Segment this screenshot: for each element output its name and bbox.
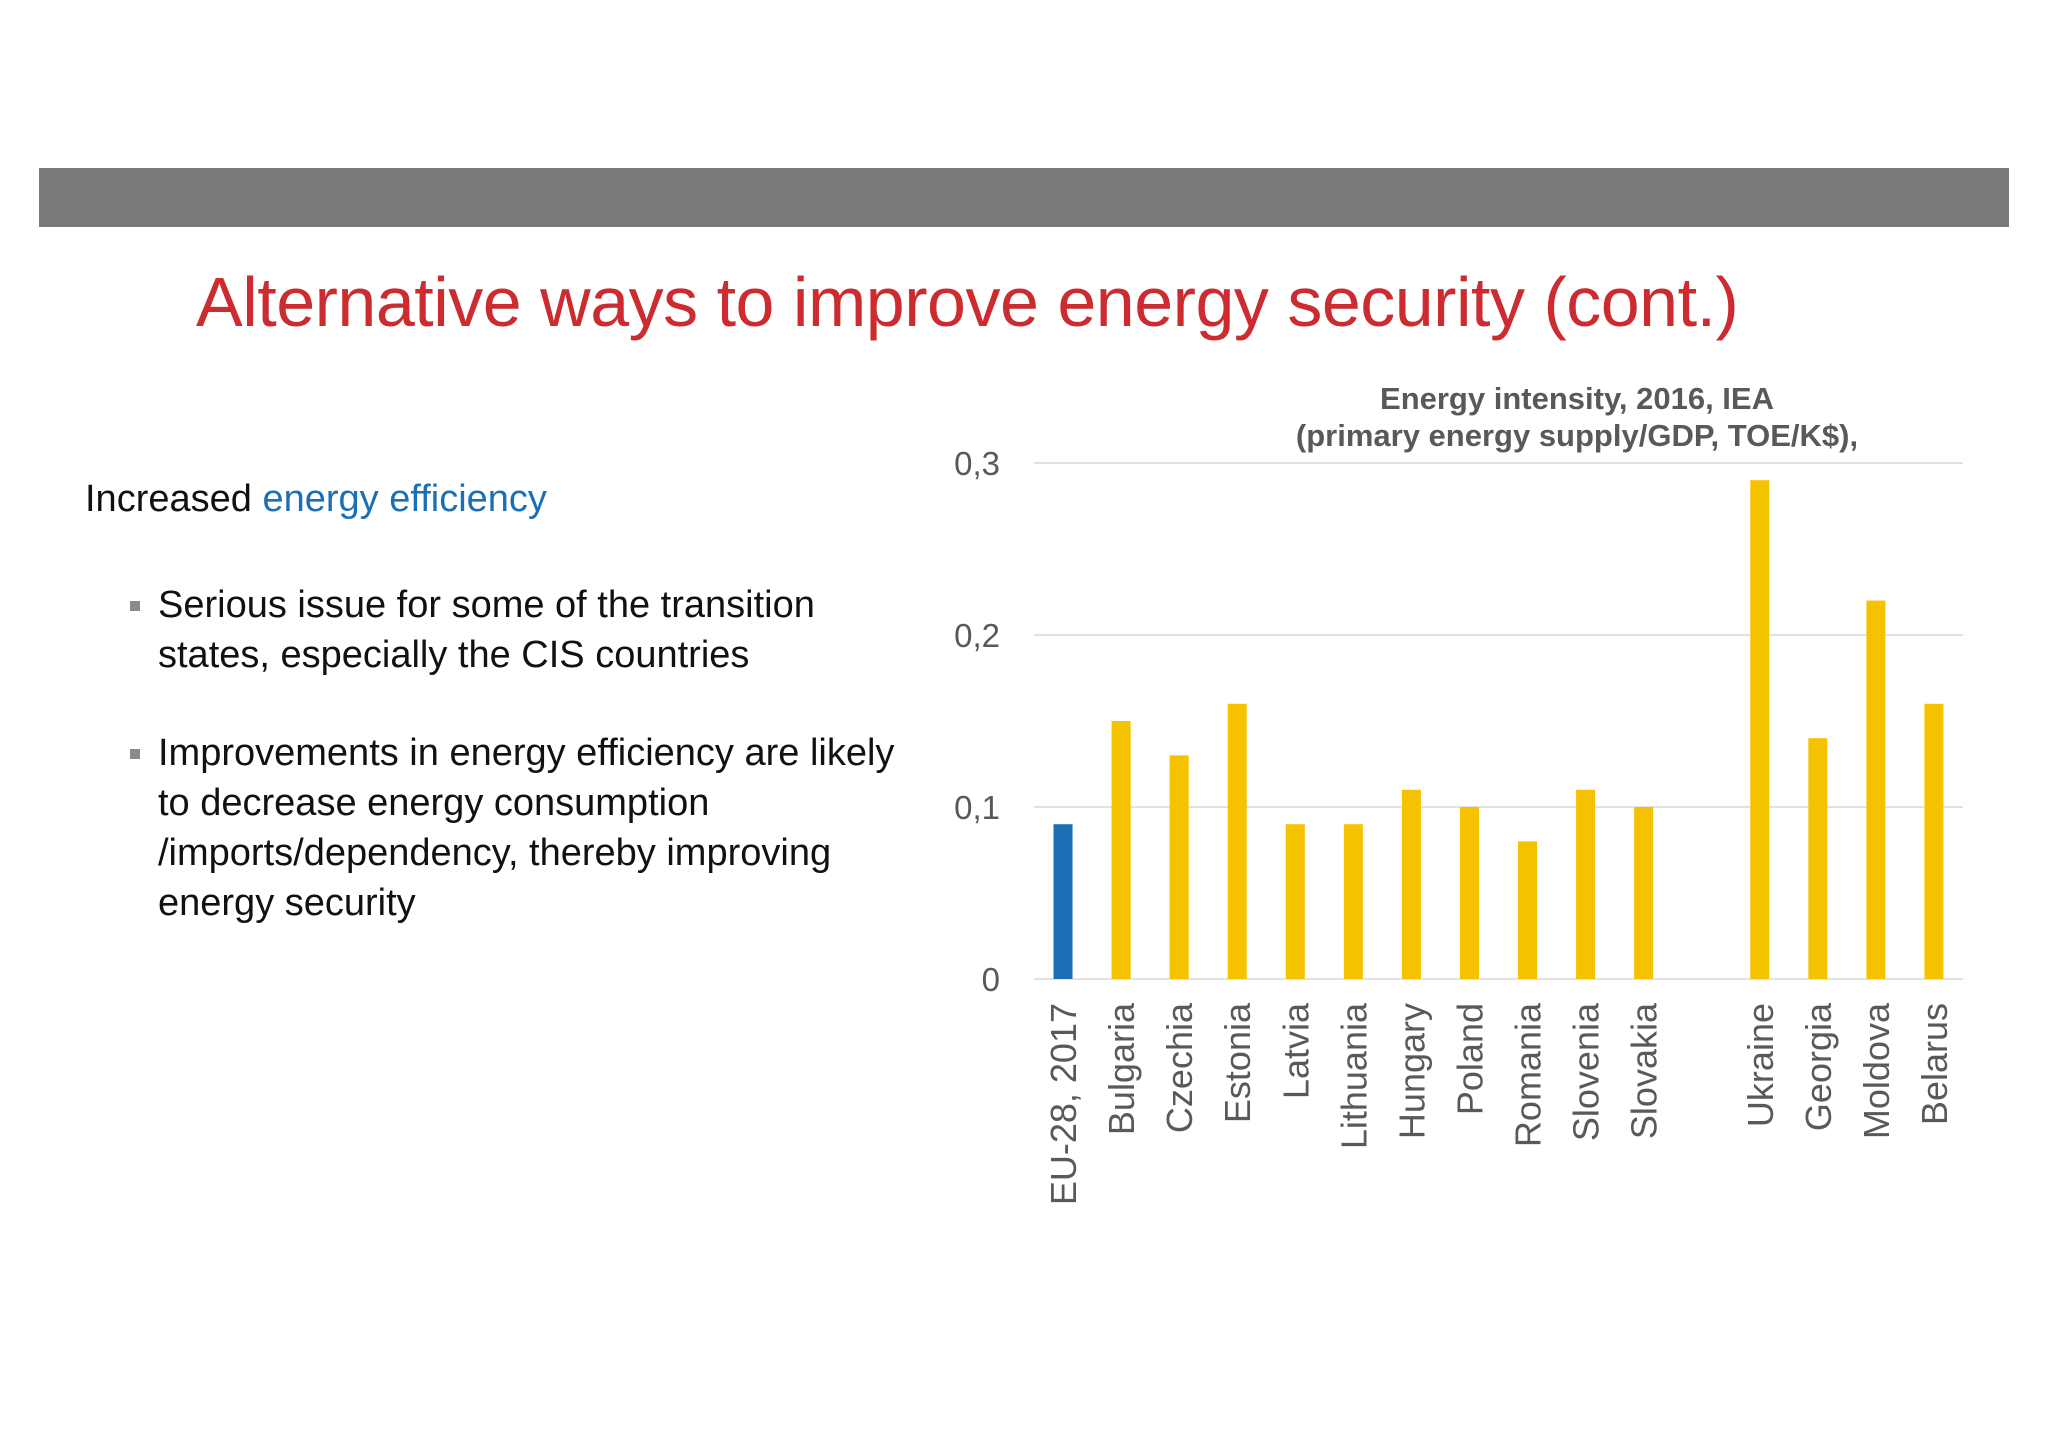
bar bbox=[1111, 721, 1131, 979]
x-tick-label: Lithuania bbox=[1333, 1002, 1374, 1149]
bar bbox=[1866, 600, 1886, 979]
bar bbox=[1924, 703, 1944, 979]
x-tick-label: Latvia bbox=[1275, 1002, 1316, 1099]
x-tick-label: Czechia bbox=[1159, 1002, 1200, 1133]
x-tick-label: Slovakia bbox=[1624, 1002, 1665, 1139]
x-tick-label: Slovenia bbox=[1566, 1002, 1607, 1141]
x-tick-label: Moldova bbox=[1856, 1002, 1897, 1139]
bullet-square-icon bbox=[130, 601, 140, 611]
bar bbox=[1053, 824, 1073, 979]
x-tick-label: Poland bbox=[1449, 1003, 1490, 1115]
bar bbox=[1576, 789, 1596, 979]
bar bbox=[1518, 841, 1538, 979]
bar bbox=[1634, 807, 1654, 979]
x-tick-label: Romania bbox=[1508, 1002, 1549, 1147]
y-tick-label: 0,1 bbox=[954, 789, 1000, 826]
slide-title: Alternative ways to improve energy secur… bbox=[196, 263, 1739, 341]
bullet-item: Serious issue for some of the transition… bbox=[130, 580, 900, 680]
y-tick-label: 0,2 bbox=[954, 617, 1000, 654]
y-tick-label: 0,3 bbox=[954, 445, 1000, 482]
x-tick-label: Belarus bbox=[1914, 1003, 1955, 1125]
chart-subtitle: (primary energy supply/GDP, TOE/K$), bbox=[1296, 418, 1858, 453]
bar bbox=[1459, 807, 1479, 979]
x-tick-label: Hungary bbox=[1391, 1003, 1432, 1139]
x-tick-label: Estonia bbox=[1217, 1002, 1258, 1123]
bar bbox=[1169, 755, 1189, 979]
intro-highlight: energy efficiency bbox=[262, 478, 547, 520]
bar bbox=[1227, 703, 1247, 979]
bar bbox=[1808, 738, 1828, 979]
bullet-square-icon bbox=[130, 749, 140, 759]
chart-title: Energy intensity, 2016, IEA bbox=[1380, 381, 1774, 416]
bullet-text: Improvements in energy efficiency are li… bbox=[158, 732, 895, 924]
bar bbox=[1401, 789, 1421, 979]
x-tick-label: Bulgaria bbox=[1101, 1002, 1142, 1135]
bullet-list: Serious issue for some of the transition… bbox=[130, 580, 900, 976]
x-tick-label: Georgia bbox=[1798, 1002, 1839, 1131]
bar bbox=[1343, 824, 1363, 979]
intro-prefix: Increased bbox=[85, 478, 252, 520]
bar bbox=[1285, 824, 1305, 979]
bullet-item: Improvements in energy efficiency are li… bbox=[130, 728, 900, 928]
y-tick-label: 0 bbox=[982, 961, 1000, 998]
x-tick-label: EU-28, 2017 bbox=[1043, 1003, 1084, 1205]
bar bbox=[1750, 480, 1770, 979]
bullet-text: Serious issue for some of the transition… bbox=[158, 584, 815, 676]
header-band bbox=[39, 168, 2009, 227]
x-tick-label: Ukraine bbox=[1740, 1003, 1781, 1127]
intro-line: Increased energy efficiency bbox=[85, 478, 547, 521]
